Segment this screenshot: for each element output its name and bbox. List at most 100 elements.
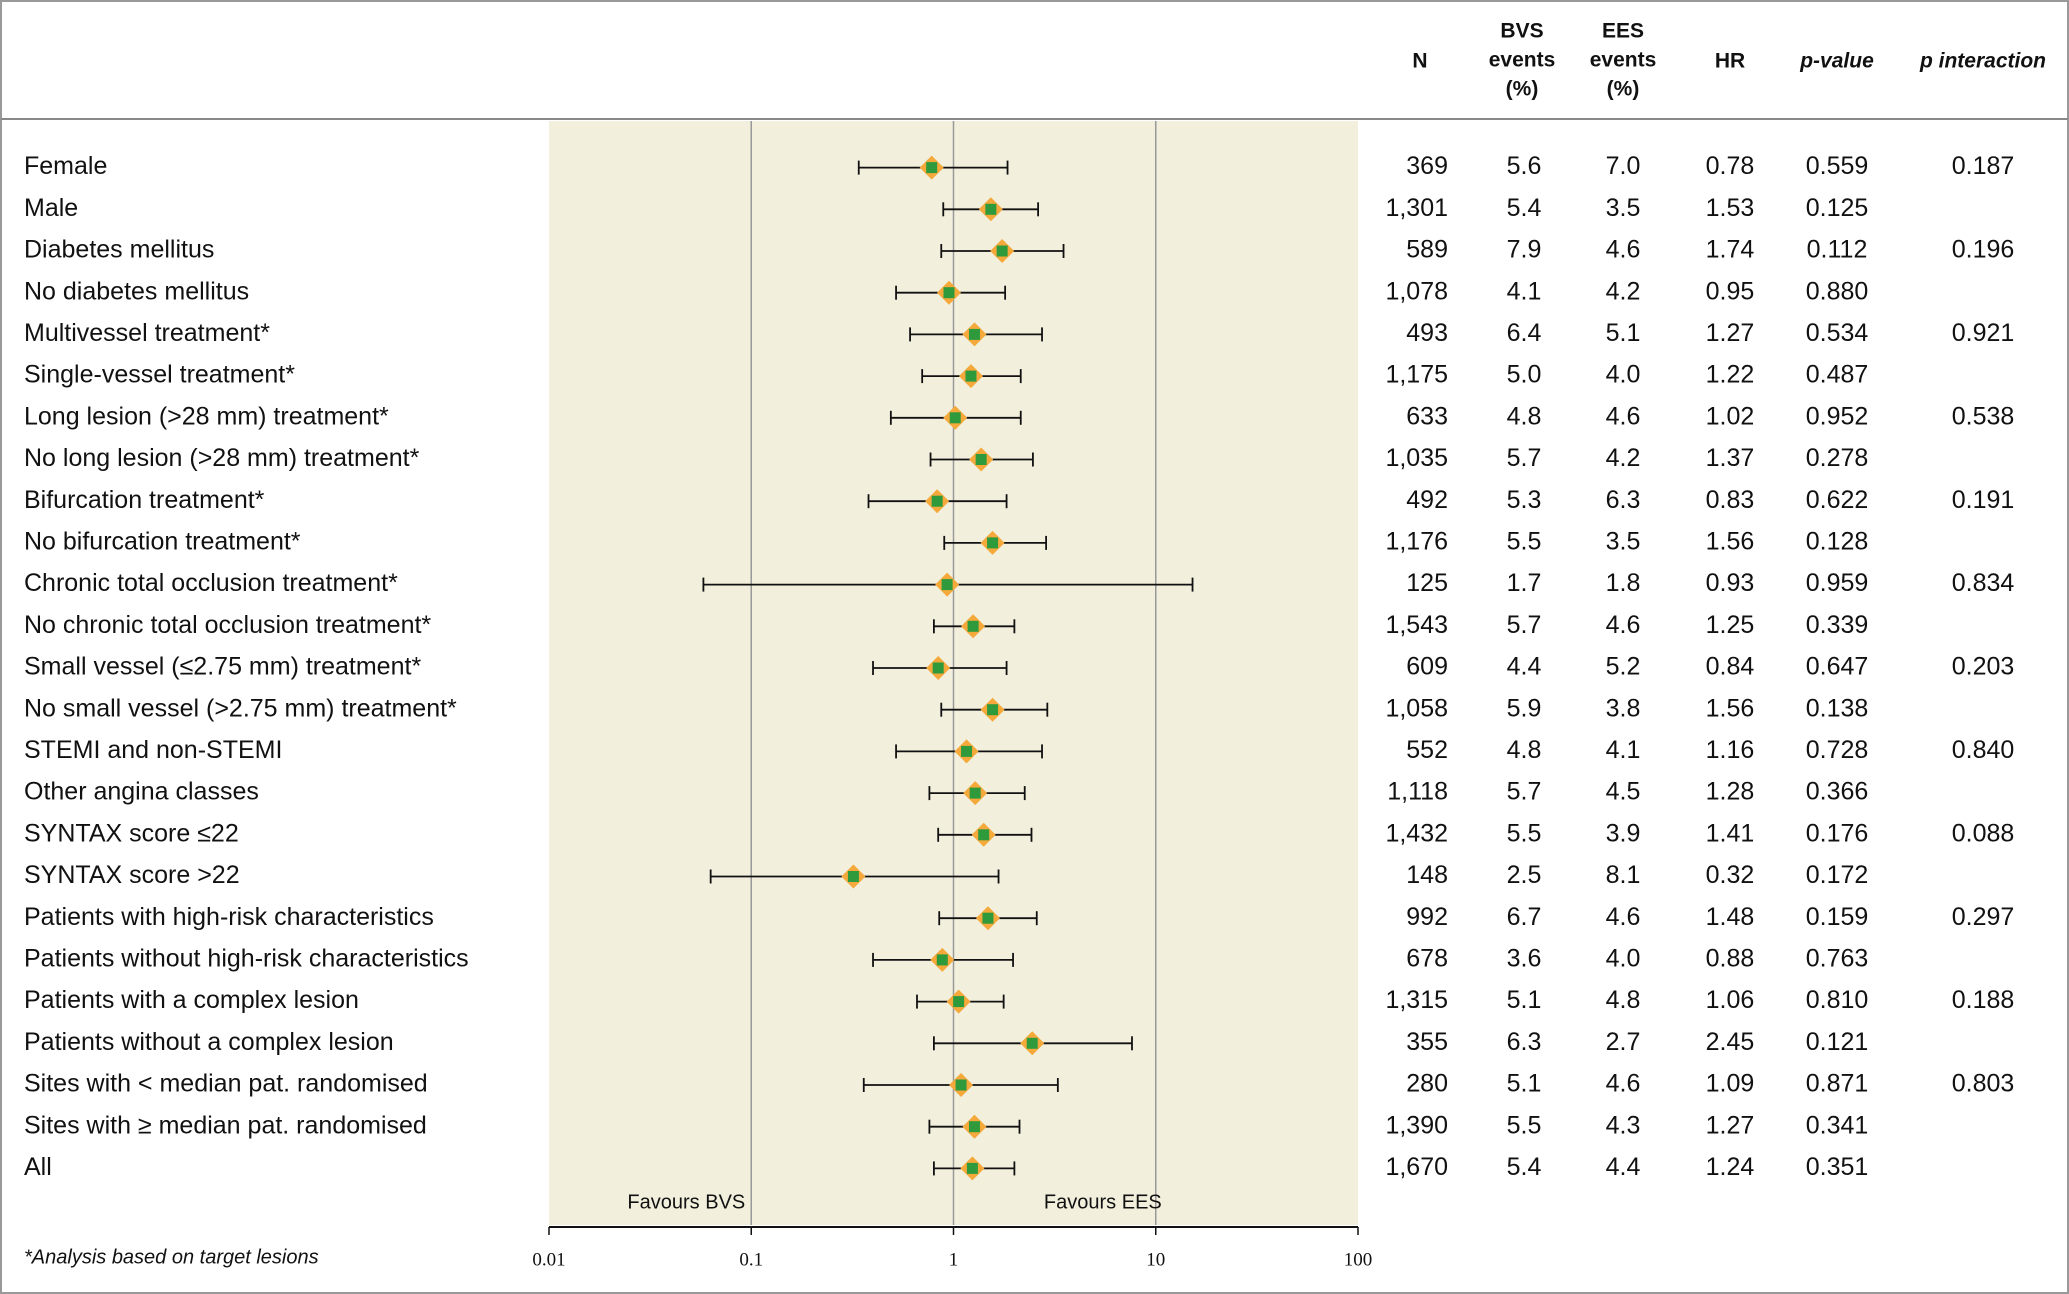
table-cell: 6.4 <box>1507 319 1542 347</box>
hr-point <box>987 704 999 716</box>
table-cell: 280 <box>1406 1070 1448 1098</box>
table-cell: 0.534 <box>1806 319 1869 347</box>
table-cell: 355 <box>1406 1028 1448 1056</box>
row-label: Multivessel treatment* <box>24 319 270 347</box>
table-cell: 148 <box>1406 861 1448 889</box>
hr-point <box>955 1079 967 1091</box>
table-cell: 0.088 <box>1952 819 2015 847</box>
table-cell: 0.125 <box>1806 194 1869 222</box>
table-cell: 5.4 <box>1507 1153 1542 1181</box>
table-cell: 5.5 <box>1507 819 1542 847</box>
table-cell: 1.06 <box>1706 986 1755 1014</box>
table-cell: 1,315 <box>1385 986 1448 1014</box>
table-cell: 0.128 <box>1806 528 1869 556</box>
table-cell: 1.22 <box>1706 361 1755 389</box>
table-cell: 1.56 <box>1706 694 1755 722</box>
table-cell: 678 <box>1406 945 1448 973</box>
table-cell: 1.28 <box>1706 778 1755 806</box>
hr-point <box>967 620 979 632</box>
table-cell: 1.27 <box>1706 319 1755 347</box>
table-cell: 0.159 <box>1806 903 1869 931</box>
row-label: Bifurcation treatment* <box>24 486 265 514</box>
table-cell: 1.16 <box>1706 736 1755 764</box>
column-header: p interaction <box>1919 50 2046 73</box>
table-cell: 0.278 <box>1806 444 1869 472</box>
table-cell: 1.41 <box>1706 819 1755 847</box>
table-cell: 0.78 <box>1706 152 1755 180</box>
table-cell: 0.339 <box>1806 611 1869 639</box>
table-cell: 6.7 <box>1507 903 1542 931</box>
table-cell: 1.24 <box>1706 1153 1755 1181</box>
table-cell: 4.6 <box>1606 903 1641 931</box>
table-cell: 2.5 <box>1507 861 1542 889</box>
x-tick-label: 1 <box>949 1249 959 1270</box>
table-cell: 0.810 <box>1806 986 1869 1014</box>
hr-point <box>943 287 955 299</box>
table-cell: 0.538 <box>1952 402 2015 430</box>
table-cell: 4.4 <box>1606 1153 1641 1181</box>
table-cell: 3.5 <box>1606 528 1641 556</box>
hr-point <box>987 537 999 549</box>
table-cell: 4.2 <box>1606 277 1641 305</box>
table-cell: 0.622 <box>1806 486 1869 514</box>
table-cell: 1.37 <box>1706 444 1755 472</box>
table-cell: 4.8 <box>1507 736 1542 764</box>
table-cell: 6.3 <box>1606 486 1641 514</box>
hr-point <box>982 912 994 924</box>
column-header: EES <box>1602 20 1644 43</box>
table-cell: 5.7 <box>1507 611 1542 639</box>
row-label: Patients with high-risk characteristics <box>24 903 434 931</box>
table-cell: 0.93 <box>1706 569 1755 597</box>
row-label: No small vessel (>2.75 mm) treatment* <box>24 694 457 722</box>
row-label: No long lesion (>28 mm) treatment* <box>24 444 420 472</box>
hr-point <box>996 245 1008 257</box>
x-tick-label: 10 <box>1146 1249 1165 1270</box>
table-cell: 0.32 <box>1706 861 1755 889</box>
table-cell: 0.95 <box>1706 277 1755 305</box>
table-cell: 3.6 <box>1507 945 1542 973</box>
column-header: BVS <box>1500 20 1543 43</box>
table-cell: 0.880 <box>1806 277 1869 305</box>
table-cell: 4.1 <box>1507 277 1542 305</box>
table-cell: 5.4 <box>1507 194 1542 222</box>
row-label: Patients without high-risk characteristi… <box>24 945 469 973</box>
x-tick-label: 0.01 <box>532 1249 565 1270</box>
row-label: Patients without a complex lesion <box>24 1028 394 1056</box>
hr-point <box>968 1121 980 1133</box>
column-header: N <box>1412 50 1427 73</box>
table-cell: 0.191 <box>1952 486 2015 514</box>
hr-point <box>931 495 943 507</box>
table-cell: 1,035 <box>1385 444 1448 472</box>
hr-point <box>847 871 859 882</box>
table-cell: 5.1 <box>1507 986 1542 1014</box>
table-cell: 1.53 <box>1706 194 1755 222</box>
table-cell: 4.5 <box>1606 778 1641 806</box>
hr-point <box>953 996 965 1008</box>
row-label: Small vessel (≤2.75 mm) treatment* <box>24 653 421 681</box>
row-label: STEMI and non-STEMI <box>24 736 282 764</box>
table-cell: 0.203 <box>1952 653 2015 681</box>
table-cell: 0.88 <box>1706 945 1755 973</box>
table-cell: 5.9 <box>1507 694 1542 722</box>
hr-point <box>926 162 938 174</box>
row-label: Female <box>24 152 107 180</box>
row-label: Sites with < median pat. randomised <box>24 1070 428 1098</box>
table-cell: 5.0 <box>1507 361 1542 389</box>
table-cell: 0.138 <box>1806 694 1869 722</box>
row-label: Single-vessel treatment* <box>24 361 295 389</box>
table-cell: 0.871 <box>1806 1070 1869 1098</box>
table-cell: 0.728 <box>1806 736 1869 764</box>
table-cell: 0.559 <box>1806 152 1869 180</box>
hr-point <box>941 579 953 591</box>
table-cell: 5.2 <box>1606 653 1641 681</box>
table-cell: 8.1 <box>1606 861 1641 889</box>
hr-point <box>961 745 973 757</box>
table-cell: 1.74 <box>1706 236 1755 264</box>
table-cell: 493 <box>1406 319 1448 347</box>
table-cell: 0.297 <box>1952 903 2015 931</box>
hr-point <box>969 787 981 799</box>
table-cell: 0.763 <box>1806 945 1869 973</box>
hr-point <box>975 454 987 465</box>
column-header: (%) <box>1607 78 1640 101</box>
